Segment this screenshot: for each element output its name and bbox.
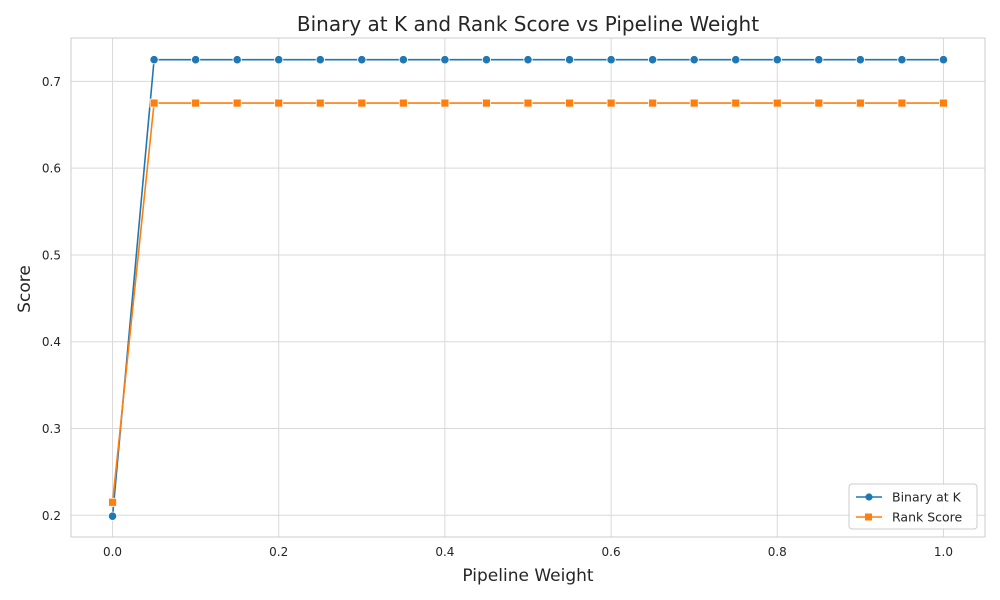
legend-marker: [865, 513, 872, 521]
data-point-binary-at-k: [564, 55, 575, 65]
x-tick-label: 0.8: [768, 545, 787, 559]
legend-item-rank-score: Rank Score: [856, 510, 963, 525]
data-point-binary-at-k: [149, 55, 159, 65]
data-point-rank-score: [398, 98, 408, 108]
data-point-binary-at-k: [274, 55, 284, 65]
data-point-rank-score: [606, 98, 616, 108]
data-point-rank-score: [731, 98, 741, 108]
legend: Binary at K Rank Score: [848, 483, 978, 530]
x-tick-label: 1.0: [934, 545, 953, 559]
data-point-binary-at-k: [772, 55, 782, 65]
chart-title: Binary at K and Rank Score vs Pipeline W…: [297, 12, 759, 36]
data-point-binary-at-k: [481, 55, 492, 65]
data-point-binary-at-k: [315, 55, 325, 65]
data-point-binary-at-k: [606, 55, 616, 65]
series-line-rank-score: [111, 102, 944, 503]
data-point-rank-score: [232, 98, 242, 108]
x-axis-label: Pipeline Weight: [462, 566, 593, 586]
x-tick-label: 0.0: [103, 545, 122, 559]
data-point-rank-score: [523, 98, 533, 108]
data-point-rank-score: [565, 98, 574, 108]
y-tick-label: 0.5: [42, 248, 61, 262]
data-point-binary-at-k: [897, 55, 907, 65]
y-tick-label: 0.7: [42, 75, 61, 89]
data-point-binary-at-k: [648, 55, 658, 65]
data-point-rank-score: [648, 98, 658, 108]
series-binary-at-k: [107, 55, 949, 521]
data-point-rank-score: [440, 98, 450, 108]
tick-labels: 0.0 0.2 0.4 0.6 0.8 1.0 0.2 0.3 0.4 0.5 0.6 0.7: [42, 75, 953, 559]
data-point-rank-score: [939, 98, 948, 108]
data-point-rank-score: [315, 98, 325, 108]
data-point-binary-at-k: [855, 55, 865, 65]
data-point-binary-at-k: [398, 55, 408, 65]
data-point-binary-at-k: [731, 55, 741, 65]
data-point-rank-score: [108, 497, 117, 507]
data-point-binary-at-k: [938, 55, 949, 65]
data-point-rank-score: [274, 98, 284, 108]
data-point-rank-score: [855, 98, 865, 108]
data-point-binary-at-k: [523, 55, 533, 65]
data-point-rank-score: [897, 98, 907, 108]
data-point-rank-score: [814, 98, 824, 108]
data-point-binary-at-k: [814, 55, 824, 65]
y-tick-label: 0.3: [42, 422, 61, 436]
x-tick-label: 0.2: [269, 545, 288, 559]
data-point-rank-score: [191, 98, 201, 108]
data-point-rank-score: [772, 98, 782, 108]
data-point-binary-at-k: [107, 511, 118, 521]
data-point-rank-score: [357, 98, 367, 108]
y-tick-label: 0.4: [42, 335, 61, 349]
series-line-binary-at-k: [111, 58, 944, 517]
x-tick-label: 0.6: [602, 545, 621, 559]
data-point-rank-score: [482, 98, 491, 108]
data-point-binary-at-k: [357, 55, 367, 65]
data-point-rank-score: [689, 98, 699, 108]
series-layer: [107, 55, 949, 521]
legend-marker: [865, 493, 873, 501]
legend-item-binary-at-k: Binary at K: [856, 490, 962, 505]
data-point-rank-score: [149, 98, 159, 108]
legend-label: Rank Score: [892, 510, 963, 525]
data-point-binary-at-k: [232, 55, 242, 65]
data-point-binary-at-k: [440, 55, 450, 65]
y-axis-label: Score: [15, 265, 35, 313]
data-point-binary-at-k: [191, 55, 201, 65]
plot-area-frame: [70, 37, 986, 538]
data-point-binary-at-k: [689, 55, 699, 65]
series-rank-score: [108, 98, 948, 507]
legend-label: Binary at K: [892, 490, 962, 505]
y-tick-label: 0.6: [42, 162, 61, 176]
x-tick-label: 0.4: [435, 545, 454, 559]
y-tick-label: 0.2: [42, 509, 61, 523]
grid: [71, 38, 985, 537]
